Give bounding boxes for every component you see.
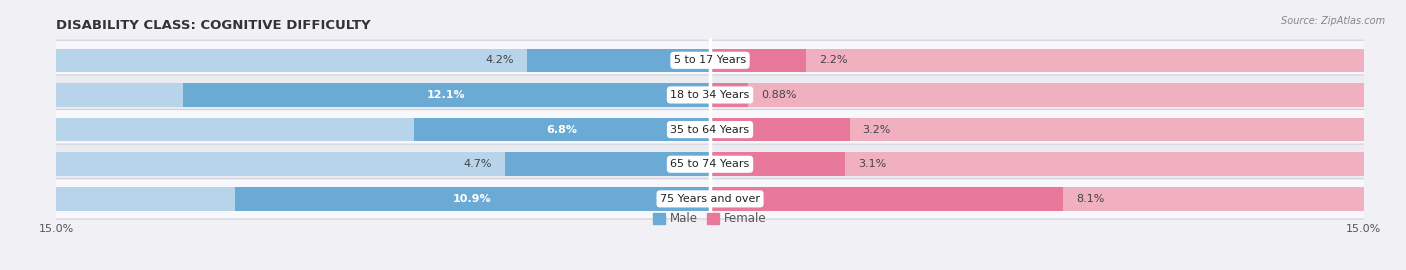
Bar	[710, 187, 1364, 211]
Text: Source: ZipAtlas.com: Source: ZipAtlas.com	[1281, 16, 1385, 26]
Bar	[710, 49, 806, 72]
Bar	[505, 153, 710, 176]
Bar	[710, 118, 849, 141]
Bar	[710, 153, 845, 176]
Text: 75 Years and over: 75 Years and over	[659, 194, 761, 204]
FancyBboxPatch shape	[53, 144, 1367, 184]
Text: 4.2%: 4.2%	[485, 55, 515, 65]
Text: 8.1%: 8.1%	[1076, 194, 1105, 204]
Bar	[235, 187, 710, 211]
Bar	[710, 153, 1364, 176]
Bar	[710, 187, 1063, 211]
Bar	[56, 49, 710, 72]
Legend: Male, Female: Male, Female	[648, 208, 772, 230]
Bar	[56, 118, 710, 141]
Text: 0.88%: 0.88%	[762, 90, 797, 100]
Bar	[56, 187, 710, 211]
Bar	[710, 118, 1364, 141]
Bar	[56, 153, 710, 176]
Bar	[710, 49, 1364, 72]
Bar	[527, 49, 710, 72]
Text: 18 to 34 Years: 18 to 34 Years	[671, 90, 749, 100]
Text: DISABILITY CLASS: COGNITIVE DIFFICULTY: DISABILITY CLASS: COGNITIVE DIFFICULTY	[56, 19, 371, 32]
Bar	[183, 83, 710, 107]
Text: 3.2%: 3.2%	[862, 124, 891, 135]
Bar	[413, 118, 710, 141]
Text: 35 to 64 Years: 35 to 64 Years	[671, 124, 749, 135]
Text: 5 to 17 Years: 5 to 17 Years	[673, 55, 747, 65]
Text: 6.8%: 6.8%	[547, 124, 578, 135]
Text: 65 to 74 Years: 65 to 74 Years	[671, 159, 749, 169]
FancyBboxPatch shape	[53, 75, 1367, 115]
Text: 4.7%: 4.7%	[464, 159, 492, 169]
Bar	[710, 83, 1364, 107]
FancyBboxPatch shape	[53, 110, 1367, 150]
FancyBboxPatch shape	[53, 179, 1367, 219]
Text: 2.2%: 2.2%	[818, 55, 848, 65]
Text: 12.1%: 12.1%	[427, 90, 465, 100]
Text: 10.9%: 10.9%	[453, 194, 492, 204]
Bar	[56, 83, 710, 107]
Text: 3.1%: 3.1%	[858, 159, 886, 169]
FancyBboxPatch shape	[53, 40, 1367, 80]
Bar	[710, 83, 748, 107]
